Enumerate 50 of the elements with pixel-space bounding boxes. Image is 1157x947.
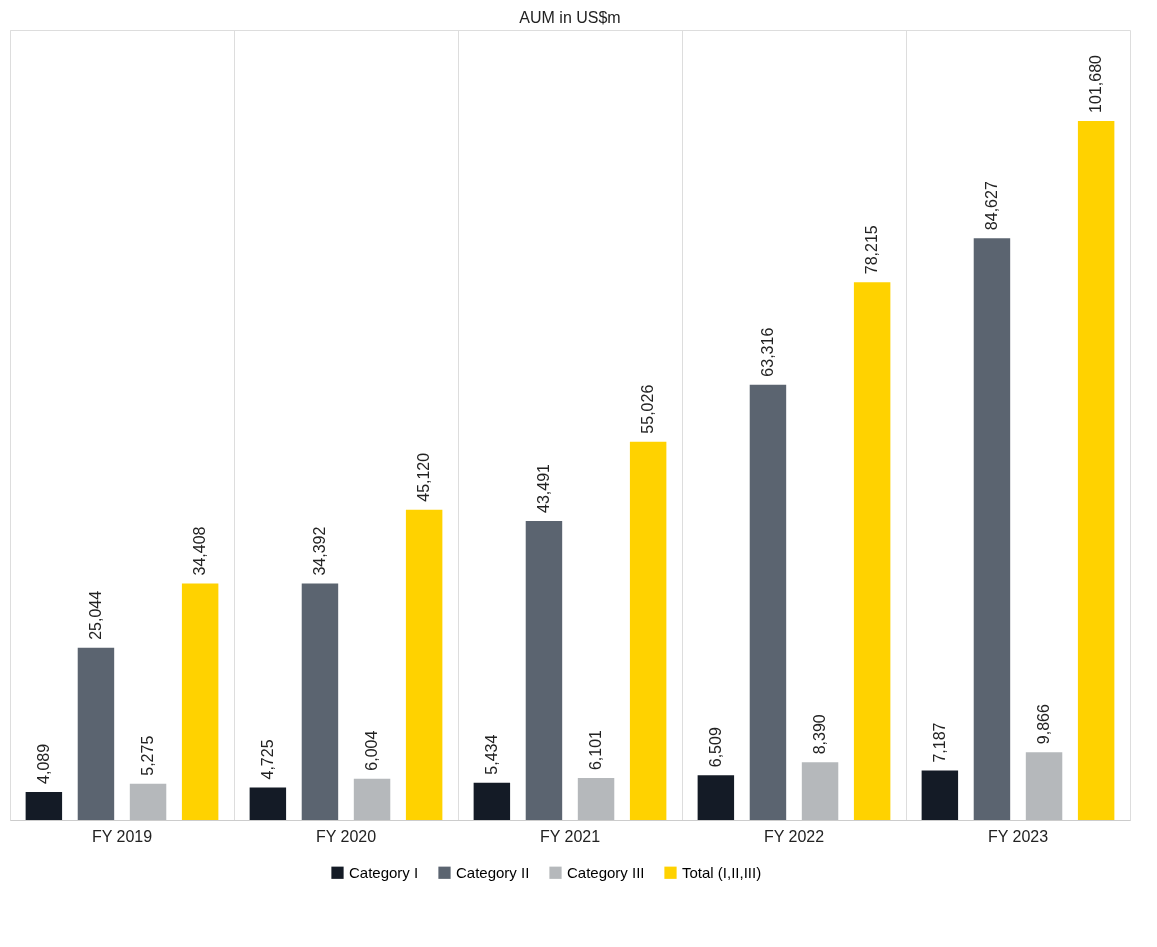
- bar: [301, 583, 339, 820]
- legend-label: Category II: [456, 863, 530, 881]
- data-label: 34,392: [310, 526, 328, 576]
- bar: [1077, 120, 1115, 820]
- bar: [405, 509, 443, 820]
- data-label: 6,509: [706, 727, 724, 768]
- bar: [801, 762, 839, 820]
- bar: [697, 775, 735, 820]
- data-label: 5,434: [482, 734, 500, 775]
- data-label: 8,390: [811, 714, 829, 755]
- x-tick-label: FY 2019: [91, 827, 153, 845]
- data-label: 34,408: [191, 526, 209, 576]
- bar: [525, 520, 563, 820]
- bar: [353, 778, 391, 820]
- bar: [181, 583, 219, 820]
- bar: [25, 791, 63, 820]
- bar: [577, 778, 615, 820]
- bar: [921, 770, 959, 820]
- x-tick-label: FY 2021: [539, 827, 601, 845]
- bar: [77, 647, 115, 820]
- bar: [249, 787, 287, 820]
- data-label: 7,187: [930, 722, 948, 763]
- legend-label: Category III: [567, 863, 645, 881]
- data-label: 101,680: [1087, 54, 1105, 113]
- data-label: 45,120: [415, 452, 433, 502]
- data-label: 84,627: [982, 181, 1000, 231]
- data-label: 6,101: [587, 729, 605, 771]
- data-label: 9,866: [1035, 704, 1053, 745]
- data-label: 43,491: [534, 463, 552, 513]
- x-tick-label: FY 2023: [987, 827, 1049, 845]
- bar: [129, 783, 167, 820]
- bar: [473, 782, 511, 820]
- x-tick-label: FY 2022: [763, 827, 825, 845]
- bar: [973, 238, 1011, 820]
- data-label: 63,316: [758, 327, 776, 377]
- x-tick-label: FY 2020: [315, 827, 377, 845]
- data-label: 25,044: [86, 590, 104, 640]
- bar: [853, 282, 891, 820]
- legend-label: Category I: [349, 863, 419, 881]
- bar: [1025, 752, 1063, 820]
- data-label: 6,004: [363, 730, 381, 771]
- data-label: 5,275: [139, 735, 157, 776]
- data-label: 4,725: [258, 739, 276, 780]
- chart-title: AUM in US$m: [519, 9, 621, 26]
- data-label: 55,026: [639, 384, 657, 434]
- legend-label: Total (I,II,III): [682, 863, 762, 881]
- data-label: 4,089: [34, 743, 52, 784]
- bar: [749, 384, 787, 820]
- bar: [629, 441, 667, 820]
- data-label: 78,215: [863, 225, 881, 275]
